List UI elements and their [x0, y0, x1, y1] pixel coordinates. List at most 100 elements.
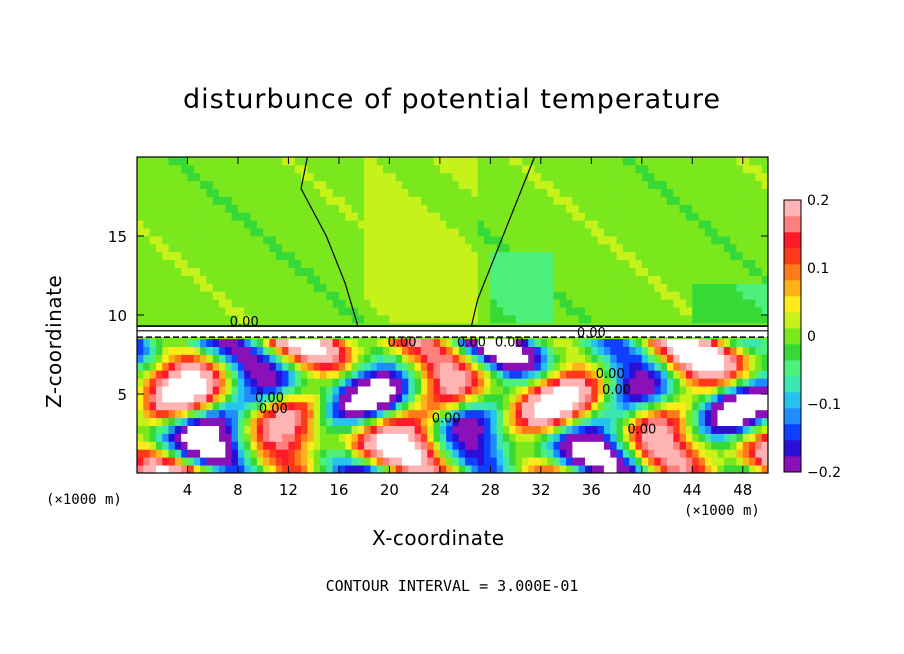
- heatmap-cell: [484, 449, 491, 458]
- heatmap-cell: [761, 409, 768, 419]
- heatmap-cell: [143, 299, 151, 308]
- heatmap-cell: [137, 386, 144, 395]
- heatmap-cell: [294, 172, 302, 182]
- heatmap-cell: [528, 228, 535, 237]
- heatmap-cell: [225, 164, 233, 174]
- heatmap-cell: [439, 291, 447, 300]
- heatmap-cell: [319, 465, 327, 473]
- heatmap-cell: [458, 386, 466, 395]
- heatmap-cell: [572, 220, 580, 229]
- heatmap-cell: [578, 220, 586, 229]
- heatmap-cell: [667, 188, 674, 197]
- heatmap-cell: [193, 291, 201, 300]
- heatmap-cell: [357, 378, 365, 387]
- heatmap-cell: [364, 172, 371, 182]
- heatmap-cell: [174, 283, 182, 292]
- heatmap-cell: [143, 378, 151, 387]
- heatmap-cell: [490, 259, 498, 268]
- heatmap-cell: [578, 315, 586, 324]
- heatmap-cell: [282, 275, 289, 284]
- heatmap-cell: [597, 401, 605, 411]
- heatmap-cell: [250, 354, 258, 363]
- heatmap-cell: [471, 441, 479, 450]
- heatmap-cell: [376, 157, 384, 166]
- heatmap-cell: [641, 204, 649, 213]
- heatmap-cell: [572, 346, 580, 355]
- heatmap-cell: [528, 204, 535, 213]
- heatmap-cell: [730, 172, 737, 182]
- heatmap-cell: [219, 299, 226, 308]
- heatmap-cell: [540, 196, 548, 205]
- heatmap-cell: [641, 299, 649, 308]
- heatmap-cell: [256, 457, 264, 466]
- heatmap-cell: [629, 425, 636, 434]
- heatmap-cell: [553, 457, 561, 466]
- heatmap-cell: [755, 417, 763, 426]
- heatmap-cell: [212, 315, 220, 324]
- heatmap-cell: [471, 409, 479, 419]
- heatmap-cell: [389, 457, 397, 466]
- heatmap-cell: [730, 401, 737, 411]
- heatmap-cell: [376, 465, 384, 473]
- heatmap-cell: [250, 299, 258, 308]
- heatmap-cell: [332, 275, 340, 284]
- heatmap-cell: [591, 417, 599, 426]
- x-unit-label-left: (×1000 m): [46, 492, 122, 508]
- heatmap-cell: [673, 291, 681, 300]
- heatmap-cell: [723, 378, 731, 387]
- x-axis-label: X-coordinate: [372, 526, 505, 550]
- heatmap-cell: [452, 417, 460, 426]
- heatmap-cell: [622, 291, 630, 300]
- heatmap-cell: [137, 354, 144, 363]
- heatmap-cell: [717, 299, 725, 308]
- heatmap-cell: [654, 212, 662, 221]
- heatmap-cell: [679, 394, 687, 403]
- heatmap-cell: [667, 180, 674, 189]
- heatmap-cell: [231, 378, 239, 387]
- heatmap-cell: [143, 338, 151, 347]
- heatmap-cell: [162, 362, 169, 371]
- heatmap-cell: [446, 307, 453, 316]
- heatmap-cell: [345, 251, 352, 261]
- x-tick-label: 4: [183, 481, 193, 499]
- heatmap-cell: [446, 354, 453, 363]
- heatmap-cell: [591, 212, 599, 221]
- heatmap-cell: [692, 259, 699, 268]
- heatmap-cell: [730, 291, 737, 300]
- heatmap-cell: [162, 212, 169, 221]
- heatmap-cell: [742, 394, 750, 403]
- heatmap-cell: [256, 204, 264, 213]
- heatmap-cell: [319, 354, 327, 363]
- heatmap-cell: [408, 457, 416, 466]
- heatmap-cell: [237, 204, 245, 213]
- heatmap-cell: [591, 338, 599, 347]
- heatmap-cell: [502, 425, 510, 434]
- heatmap-cell: [250, 267, 258, 276]
- heatmap-cell: [162, 180, 169, 189]
- heatmap-cell: [219, 188, 226, 197]
- heatmap-cell: [162, 188, 169, 197]
- heatmap-cell: [282, 433, 289, 442]
- heatmap-cell: [414, 172, 422, 182]
- heatmap-cell: [521, 307, 529, 316]
- heatmap-cell: [181, 283, 188, 292]
- heatmap-cell: [698, 196, 706, 205]
- heatmap-cell: [723, 204, 731, 213]
- heatmap-cell: [572, 386, 580, 395]
- heatmap-cell: [364, 346, 371, 355]
- heatmap-cell: [559, 441, 567, 450]
- heatmap-cell: [578, 307, 586, 316]
- heatmap-cell: [553, 220, 561, 229]
- heatmap-cell: [357, 180, 365, 189]
- heatmap-cell: [622, 354, 630, 363]
- heatmap-cell: [420, 283, 428, 292]
- heatmap-cell: [616, 236, 624, 245]
- heatmap-cell: [338, 157, 346, 166]
- heatmap-cell: [326, 259, 334, 268]
- heatmap-cell: [155, 267, 163, 276]
- heatmap-cell: [723, 425, 731, 434]
- heatmap-cell: [641, 425, 649, 434]
- heatmap-cell: [509, 259, 516, 268]
- heatmap-cell: [237, 457, 245, 466]
- heatmap-cell: [225, 378, 233, 387]
